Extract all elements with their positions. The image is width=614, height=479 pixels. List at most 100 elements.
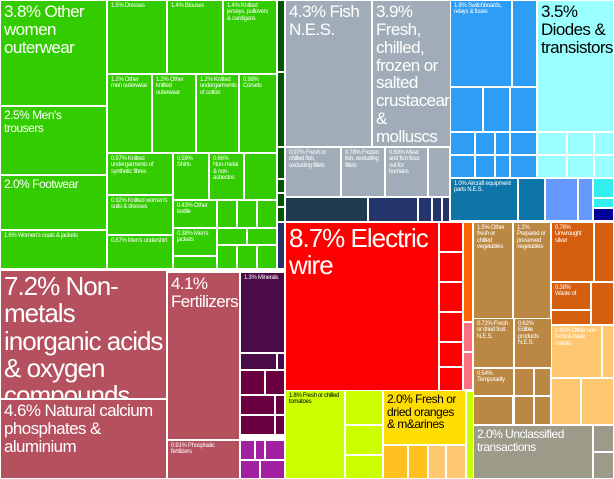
treemap-cell-minor	[537, 132, 567, 155]
treemap-cell: 0.38% Waste of	[551, 282, 591, 310]
treemap-cell: 0.54% Temporarily	[473, 368, 514, 396]
treemap-cell-minor	[439, 282, 463, 312]
treemap-cell-minor	[260, 460, 285, 479]
treemap-cell: 1.3% Minerals	[240, 272, 285, 353]
treemap-cell: 0.59% Shirts	[173, 153, 209, 200]
treemap-cell-minor	[277, 0, 285, 72]
treemap-cell-minor	[567, 155, 594, 178]
treemap-cell-minor	[368, 197, 418, 222]
treemap-cell-minor	[450, 87, 483, 132]
treemap-cell: 0.97% Knitted undergarments of synthetic…	[107, 153, 173, 195]
treemap-cell: 7.2% Non-metals inorganic acids & oxygen…	[0, 270, 167, 399]
treemap-cell-minor	[545, 178, 578, 221]
treemap-cell: 1.0% Aircraft equipment parts N.E.S.	[450, 178, 518, 221]
treemap-cell-minor	[428, 445, 446, 479]
treemap-cell-minor	[483, 87, 510, 132]
treemap-cell-minor	[475, 132, 495, 155]
treemap-cell: 2.0% Fresh or dried oranges & m&arines	[383, 390, 466, 445]
treemap-cell: 0.97% Fresh or chilled fish, excluding f…	[285, 147, 341, 197]
treemap-cell-minor	[593, 178, 614, 198]
treemap-cell: 0.66% Non-metal & non-asbestos	[209, 153, 244, 200]
treemap-cell: 1.8% Fresh or chilled tomatoes	[285, 390, 345, 479]
treemap-cell: 0.91% Phosphatic fertilizers	[167, 440, 240, 479]
treemap-cell-minor	[257, 200, 277, 228]
treemap-cell-minor	[593, 425, 614, 452]
treemap-cell-minor	[265, 370, 285, 395]
treemap-cell-minor	[578, 178, 593, 221]
treemap-cell-minor	[265, 440, 285, 460]
treemap-cell-minor	[345, 455, 383, 479]
treemap-cell-minor	[495, 132, 510, 155]
treemap-cell-minor	[277, 193, 285, 207]
treemap-cell-minor	[277, 207, 285, 222]
treemap-cell-minor	[277, 179, 285, 193]
treemap-cell-minor	[450, 132, 475, 155]
treemap-cell: 0.87% Men's undershirt	[107, 235, 173, 269]
treemap-cell-minor	[240, 353, 277, 370]
treemap-cell: 2.0% Unclassified transactions	[473, 425, 593, 479]
treemap-cell-minor	[594, 222, 614, 282]
treemap-cell-minor	[240, 440, 255, 460]
treemap-cell: 1.6% Women's coats & jackets	[0, 230, 107, 269]
treemap-cell: 0.43% Other textile	[173, 200, 217, 228]
treemap-cell-minor	[418, 197, 432, 222]
treemap-cell-minor	[217, 245, 237, 269]
treemap-cell-minor	[593, 198, 614, 208]
treemap-cell-minor	[439, 342, 463, 367]
treemap-cell: 0.76% Unwrought silver	[551, 222, 594, 282]
treemap-cell-minor	[439, 252, 463, 282]
treemap-cell-minor	[512, 0, 537, 87]
treemap-cell-minor	[345, 425, 383, 455]
treemap-cell: 0.38% Men's jackets	[173, 228, 217, 256]
treemap-cell-minor	[277, 222, 285, 269]
treemap-cell-minor	[581, 378, 614, 425]
treemap-cell-minor	[285, 197, 368, 222]
treemap-cell-minor	[475, 155, 495, 178]
treemap-cell-minor	[534, 396, 551, 425]
treemap-cell-minor	[217, 200, 237, 228]
treemap-cell-minor	[173, 256, 217, 269]
treemap-cell: 3.5% Diodes & transistors	[537, 0, 614, 132]
treemap-cell-minor	[277, 72, 285, 147]
treemap-cell-minor	[567, 132, 594, 155]
treemap-cell: 3.8% Other women outerwear	[0, 0, 107, 106]
treemap-cell-minor	[510, 87, 537, 132]
treemap-cell-minor	[593, 208, 614, 221]
treemap-cell-minor	[602, 325, 614, 378]
treemap-cell: 1.5% Other fresh or chilled vegetables	[473, 222, 513, 319]
treemap-cell-minor	[510, 155, 537, 178]
treemap-cell: 0.72% Fresh or dried fruit N.E.S.	[473, 318, 514, 368]
treemap-cell: 3.9% Fresh, chilled, frozen or salted cr…	[372, 0, 451, 147]
treemap-cell-minor	[432, 197, 442, 222]
treemap-cell: 0.78% Frozen fish, excluding fillets	[341, 147, 385, 197]
treemap-cell-minor	[514, 396, 534, 425]
treemap-cell-minor	[277, 147, 285, 179]
treemap-cell-minor	[240, 415, 275, 435]
treemap-cell-minor	[428, 147, 450, 197]
treemap-cell-minor	[463, 222, 473, 322]
treemap-cell: 2.5% Men's trousers	[0, 106, 107, 175]
treemap-cell: 8.7% Electric wire	[285, 222, 439, 391]
treemap-cell-minor	[439, 367, 463, 391]
treemap-cell-minor	[247, 228, 277, 245]
treemap-cell: 4.3% Fish N.E.S.	[285, 0, 372, 147]
treemap-cell-minor	[551, 378, 581, 425]
treemap-cell: 4.6% Natural calcium phosphates & alumin…	[0, 399, 167, 479]
treemap-cell-minor	[594, 132, 614, 155]
treemap-cell-minor	[240, 370, 265, 395]
treemap-cell: 0.80% Other non-ferrous base metals	[551, 325, 602, 378]
treemap-cell-minor	[237, 245, 257, 269]
treemap-cell-minor	[463, 322, 473, 352]
treemap-cell-minor	[383, 445, 408, 479]
treemap-cell-minor	[514, 368, 534, 396]
treemap-cell-minor	[510, 132, 537, 155]
treemap-cell: 1.5% Dresses	[107, 0, 167, 74]
treemap-cell-minor	[408, 445, 428, 479]
treemap-cell: 1.2% Knitted undergarments of cotton	[196, 74, 239, 153]
treemap-cell-minor	[257, 245, 277, 269]
treemap-cell-minor	[237, 200, 257, 228]
treemap-cell-minor	[551, 310, 591, 325]
treemap-cell-minor	[518, 178, 545, 221]
treemap-cell-minor	[345, 390, 383, 425]
